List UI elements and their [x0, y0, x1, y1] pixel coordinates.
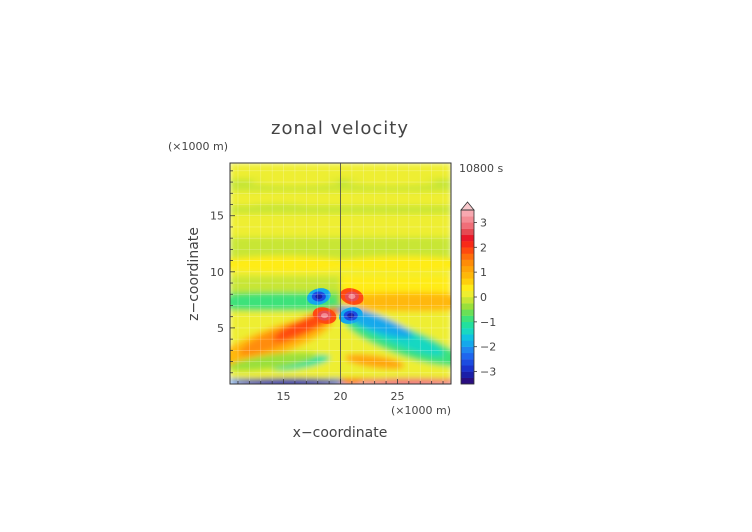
colorbar-cell — [461, 272, 474, 279]
y-tick-label-15: 15 — [210, 210, 224, 223]
y-axis-label: z−coordinate — [186, 227, 202, 321]
colorbar-extend-triangle — [460, 201, 475, 211]
colorbar-cell — [461, 365, 474, 372]
colorbar-cell — [461, 284, 474, 291]
x-axis-ticks: 15 20 25 — [237, 379, 444, 403]
x-axis-unit: (×1000 m) — [391, 404, 451, 417]
y-axis-ticks: 5 10 15 — [210, 170, 235, 374]
colorbar-cell — [461, 265, 474, 273]
x-axis-label: x−coordinate — [293, 425, 388, 441]
y-axis-unit: (×1000 m) — [168, 140, 228, 153]
colorbar-cell — [461, 303, 474, 310]
colorbar-cell — [461, 222, 474, 229]
core-peak-1 — [348, 293, 356, 299]
colorbar-cell — [461, 334, 474, 341]
colorbar-cell — [461, 328, 474, 335]
colorbar-cell — [461, 290, 474, 298]
colorbar-cell — [461, 340, 474, 347]
colorbar-cell — [461, 241, 474, 248]
time-label: 10800 s — [459, 162, 503, 175]
colorbar-cell — [461, 346, 474, 354]
velocity-field — [230, 163, 451, 384]
colorbar-cell — [461, 253, 474, 260]
field-blob — [358, 378, 451, 384]
x-tick-label-20: 20 — [334, 390, 348, 403]
colorbar-cell — [461, 377, 474, 385]
colorbar-cell — [461, 247, 474, 254]
core-peak-3 — [347, 313, 355, 319]
colorbar-cell — [461, 278, 474, 285]
field-blob — [230, 352, 317, 371]
colorbar-label--1: −1 — [480, 316, 496, 329]
y-tick-label-10: 10 — [210, 266, 224, 279]
field-blob — [333, 255, 451, 272]
field-blob — [249, 178, 340, 187]
colorbar-cell — [461, 228, 474, 236]
colorbar-cell — [461, 371, 474, 378]
x-tick-label-15: 15 — [277, 390, 291, 403]
field-blob — [247, 203, 308, 210]
field-band — [230, 276, 341, 293]
colorbar-cell — [461, 297, 474, 304]
field-blob — [346, 178, 437, 187]
colorbar-cell — [461, 315, 474, 323]
core-peak-0 — [315, 293, 323, 299]
colorbar-cell — [461, 359, 474, 366]
colorbar-label--2: −2 — [480, 341, 496, 354]
y-tick-label-5: 5 — [217, 322, 224, 335]
colorbar-label-2: 2 — [480, 241, 487, 254]
field-blob — [344, 354, 405, 369]
field-blob — [348, 293, 451, 312]
colorbar-label-1: 1 — [480, 266, 487, 279]
colorbar-cell — [461, 234, 474, 242]
field-blob — [234, 378, 345, 384]
colorbar-cell — [461, 216, 474, 223]
colorbar-cell — [461, 352, 474, 360]
field-band — [340, 276, 451, 293]
x-tick-label-25: 25 — [390, 390, 404, 403]
colorbar-label-0: 0 — [480, 291, 487, 304]
colorbar-cell — [461, 309, 474, 316]
core-peak-2 — [321, 313, 329, 319]
colorbar-cell — [461, 210, 474, 217]
field-blob — [230, 255, 354, 272]
chart-title: zonal velocity — [271, 118, 409, 139]
colorbar: 3 2 1 0 −1 −2 −3 — [460, 201, 496, 385]
colorbar-cell — [461, 321, 474, 329]
colorbar-label-3: 3 — [480, 216, 487, 229]
colorbar-cell — [461, 259, 474, 267]
colorbar-label--3: −3 — [480, 366, 496, 379]
